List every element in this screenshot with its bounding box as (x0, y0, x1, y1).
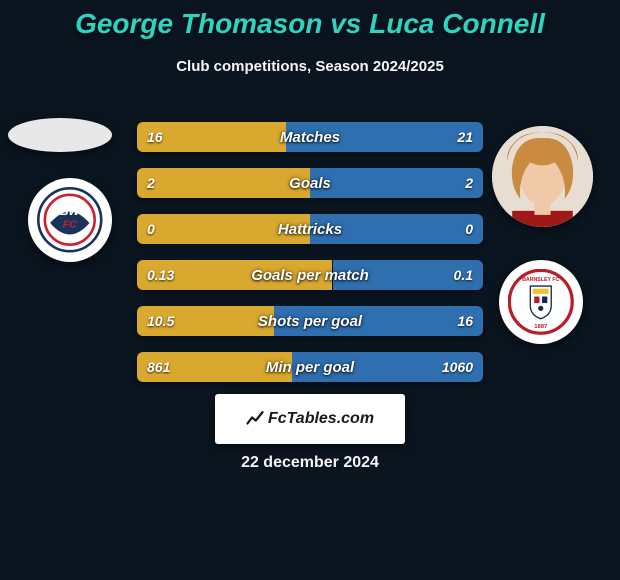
club-right-crest: BARNSLEY FC 1887 (499, 260, 583, 344)
comparison-bars: 1621Matches 22Goals 00Hattricks 0.130.1Goal… (137, 122, 483, 398)
stat-label: Min per goal (137, 352, 483, 382)
stat-row: 8611060Min per goal (137, 352, 483, 382)
stat-label: Shots per goal (137, 306, 483, 336)
stat-row: 1621Matches (137, 122, 483, 152)
svg-text:1887: 1887 (534, 324, 548, 330)
bolton-crest-icon: BW FC (37, 187, 103, 253)
stat-label: Matches (137, 122, 483, 152)
date-text: 22 december 2024 (0, 454, 620, 472)
club-left-crest: BW FC (28, 178, 112, 262)
chart-icon (246, 410, 264, 428)
svg-text:BARNSLEY FC: BARNSLEY FC (522, 277, 559, 283)
stat-label: Goals (137, 168, 483, 198)
svg-text:BW: BW (60, 205, 81, 218)
stat-row: 00Hattricks (137, 214, 483, 244)
svg-text:FC: FC (63, 220, 77, 231)
stat-label: Hattricks (137, 214, 483, 244)
subtitle: Club competitions, Season 2024/2025 (0, 58, 620, 75)
barnsley-crest-icon: BARNSLEY FC 1887 (508, 269, 574, 335)
stat-row: 10.516Shots per goal (137, 306, 483, 336)
branding-badge: FcTables.com (215, 394, 405, 444)
player-left-avatar (8, 118, 112, 152)
branding-text: FcTables.com (268, 410, 374, 428)
stat-row: 22Goals (137, 168, 483, 198)
stat-label: Goals per match (137, 260, 483, 290)
player-right-avatar (492, 126, 593, 227)
page-title: George Thomason vs Luca Connell (0, 0, 620, 40)
stat-row: 0.130.1Goals per match (137, 260, 483, 290)
